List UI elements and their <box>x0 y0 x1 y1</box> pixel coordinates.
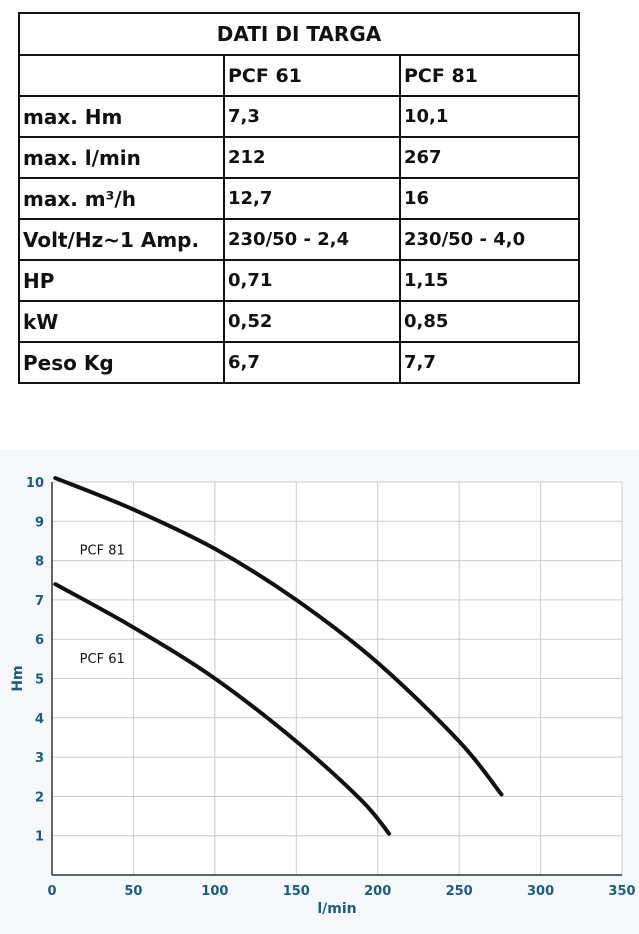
y-tick-label: 6 <box>35 633 44 648</box>
x-tick-label: 350 <box>608 884 635 899</box>
specs-table: DATI DI TARGA PCF 61 PCF 81 max. Hm 7,3 … <box>18 12 580 384</box>
table-cell: 267 <box>399 136 580 179</box>
x-tick-label: 250 <box>446 884 473 899</box>
series-line <box>53 476 504 797</box>
axes <box>51 482 622 876</box>
grid <box>52 481 623 875</box>
row-label: max. m³/h <box>18 177 225 220</box>
y-tick-label: 1 <box>35 830 44 845</box>
y-tick-label: 2 <box>35 790 44 805</box>
row-label: Volt/Hz~1 Amp. <box>18 218 225 261</box>
x-tick-label: 300 <box>527 884 554 899</box>
table-cell: 1,15 <box>399 259 580 302</box>
y-tick-label: 8 <box>35 555 44 570</box>
y-tick-label: 5 <box>35 673 44 688</box>
table-row: HP 0,71 1,15 <box>18 259 580 302</box>
table-row: Peso Kg 6,7 7,7 <box>18 341 580 384</box>
row-label: kW <box>18 300 225 343</box>
series-lines <box>53 476 504 836</box>
x-axis-label: l/min <box>317 901 356 917</box>
tick-labels: 0 50 100 150 200 250 300 350 1 2 3 4 5 6 7 8 9 10 <box>26 476 636 899</box>
table-cell: 230/50 - 4,0 <box>399 218 580 261</box>
table-title-row: DATI DI TARGA <box>18 12 580 56</box>
table-row: max. l/min 212 267 <box>18 136 580 179</box>
table-cell: 6,7 <box>223 341 401 384</box>
table-cell: 212 <box>223 136 401 179</box>
table-cell: 16 <box>399 177 580 220</box>
table-cell: 7,7 <box>399 341 580 384</box>
y-tick-label: 3 <box>35 751 44 766</box>
table-cell: 0,52 <box>223 300 401 343</box>
y-axis-label: Hm <box>10 665 26 691</box>
table-row: max. Hm 7,3 10,1 <box>18 95 580 138</box>
x-tick-label: 150 <box>283 884 310 899</box>
table-row: kW 0,52 0,85 <box>18 300 580 343</box>
y-tick-label: 9 <box>35 515 44 530</box>
y-tick-label: 7 <box>35 594 44 609</box>
series-label: PCF 61 <box>80 652 125 667</box>
table-row: Volt/Hz~1 Amp. 230/50 - 2,4 230/50 - 4,0 <box>18 218 580 261</box>
table-header-cell <box>18 54 225 97</box>
table-cell: 10,1 <box>399 95 580 138</box>
table-header-cell: PCF 81 <box>399 54 580 97</box>
y-tick-label: 10 <box>26 476 44 491</box>
table-cell: 12,7 <box>223 177 401 220</box>
series-label: PCF 81 <box>80 544 125 559</box>
x-tick-label: 0 <box>47 884 56 899</box>
table-row: max. m³/h 12,7 16 <box>18 177 580 220</box>
table-header-row: PCF 61 PCF 81 <box>18 54 580 97</box>
table-header-cell: PCF 61 <box>223 54 401 97</box>
row-label: Peso Kg <box>18 341 225 384</box>
table-title: DATI DI TARGA <box>18 12 580 56</box>
row-label: max. Hm <box>18 95 225 138</box>
table-cell: 230/50 - 2,4 <box>223 218 401 261</box>
x-tick-label: 50 <box>124 884 142 899</box>
y-tick-label: 4 <box>35 712 44 727</box>
x-tick-label: 200 <box>364 884 391 899</box>
table-cell: 0,85 <box>399 300 580 343</box>
table-cell: 7,3 <box>223 95 401 138</box>
x-tick-label: 100 <box>201 884 228 899</box>
table-cell: 0,71 <box>223 259 401 302</box>
series-line <box>53 582 392 836</box>
series-labels: PCF 81 PCF 61 <box>80 544 125 667</box>
row-label: max. l/min <box>18 136 225 179</box>
row-label: HP <box>18 259 225 302</box>
